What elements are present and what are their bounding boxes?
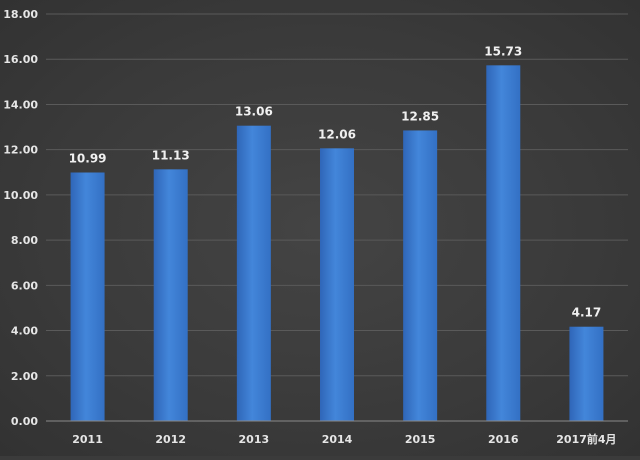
y-tick-label: 4.00	[11, 325, 38, 338]
y-tick-label: 10.00	[3, 189, 38, 202]
x-tick-label: 2016	[488, 433, 519, 446]
y-tick-label: 2.00	[11, 370, 38, 383]
data-label: 13.06	[235, 105, 273, 119]
y-tick-label: 12.00	[3, 144, 38, 157]
bar-2017前4月	[569, 326, 604, 421]
y-tick-label: 6.00	[11, 279, 38, 292]
data-labels: 10.99 11.13 13.06 12.06 12.85 15.73 4.17	[69, 44, 602, 319]
x-tick-label: 2014	[322, 433, 353, 446]
bar-2015	[403, 130, 438, 422]
y-tick-label: 16.00	[3, 53, 38, 66]
y-axis-ticks: 0.00 2.00 4.00 6.00 8.00 10.00 12.00 14.00 16.00…	[3, 8, 38, 428]
y-tick-label: 14.00	[3, 98, 38, 111]
x-axis-ticks: 2011 2012 2013 2014 2015 2016 2017前4月	[72, 432, 616, 446]
x-tick-label: 2011	[72, 433, 103, 446]
data-label: 15.73	[484, 44, 522, 58]
x-tick-label: 2015	[405, 433, 436, 446]
x-tick-label: 2017前4月	[556, 432, 616, 446]
data-label: 10.99	[69, 152, 107, 166]
y-tick-label: 18.00	[3, 8, 38, 21]
x-tick-label: 2012	[155, 433, 186, 446]
bar-2012	[153, 169, 188, 421]
bar-2011	[70, 172, 105, 421]
data-label: 12.85	[401, 109, 439, 123]
data-label: 12.06	[318, 127, 356, 141]
bars	[70, 65, 604, 422]
bar-2014	[320, 148, 354, 421]
bar-2016	[486, 65, 521, 422]
data-label: 11.13	[152, 148, 190, 162]
y-tick-label: 8.00	[11, 234, 38, 247]
bar-2013	[236, 125, 271, 422]
x-tick-label: 2013	[239, 433, 270, 446]
y-tick-label: 0.00	[11, 415, 38, 428]
data-label: 4.17	[572, 306, 602, 320]
